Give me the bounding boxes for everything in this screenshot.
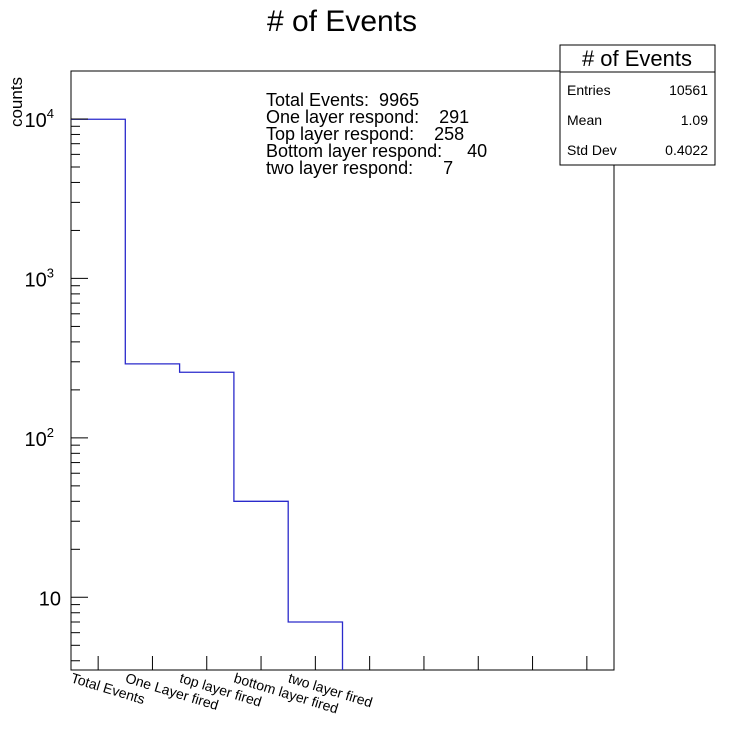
stats-box-title: # of Events — [582, 46, 692, 71]
y-tick-label: 103 — [25, 265, 54, 291]
annotation-line: two layer respond: 7 — [266, 158, 453, 178]
stats-entries-value: 10561 — [669, 82, 708, 98]
chart-title: # of Events — [267, 5, 417, 38]
stats-box-frame — [559, 44, 716, 166]
annotation-block: Total Events: 9965 One layer respond: 29… — [266, 90, 487, 178]
stats-box: # of Events Entries 10561 Mean 1.09 Std … — [559, 44, 716, 166]
y-tick-label: 104 — [25, 106, 54, 132]
annotation-line: Bottom layer respond: 40 — [266, 141, 487, 161]
stats-mean-value: 1.09 — [681, 112, 708, 128]
y-axis-ticks: 10 102 103 104 — [25, 70, 88, 662]
y-tick-label: 10 — [39, 588, 61, 610]
stats-mean-label: Mean — [567, 112, 602, 128]
y-axis-label: counts — [7, 77, 26, 127]
annotation-line: Top layer respond: 258 — [266, 124, 464, 144]
x-axis-ticks — [97, 656, 588, 670]
stats-stddev-label: Std Dev — [567, 142, 617, 158]
histogram-series — [71, 118, 344, 670]
y-tick-label: 102 — [25, 425, 54, 451]
stats-entries-label: Entries — [567, 82, 611, 98]
stats-stddev-value: 0.4022 — [665, 142, 708, 158]
annotation-line: One layer respond: 291 — [266, 107, 469, 127]
annotation-line: Total Events: 9965 — [266, 90, 419, 110]
